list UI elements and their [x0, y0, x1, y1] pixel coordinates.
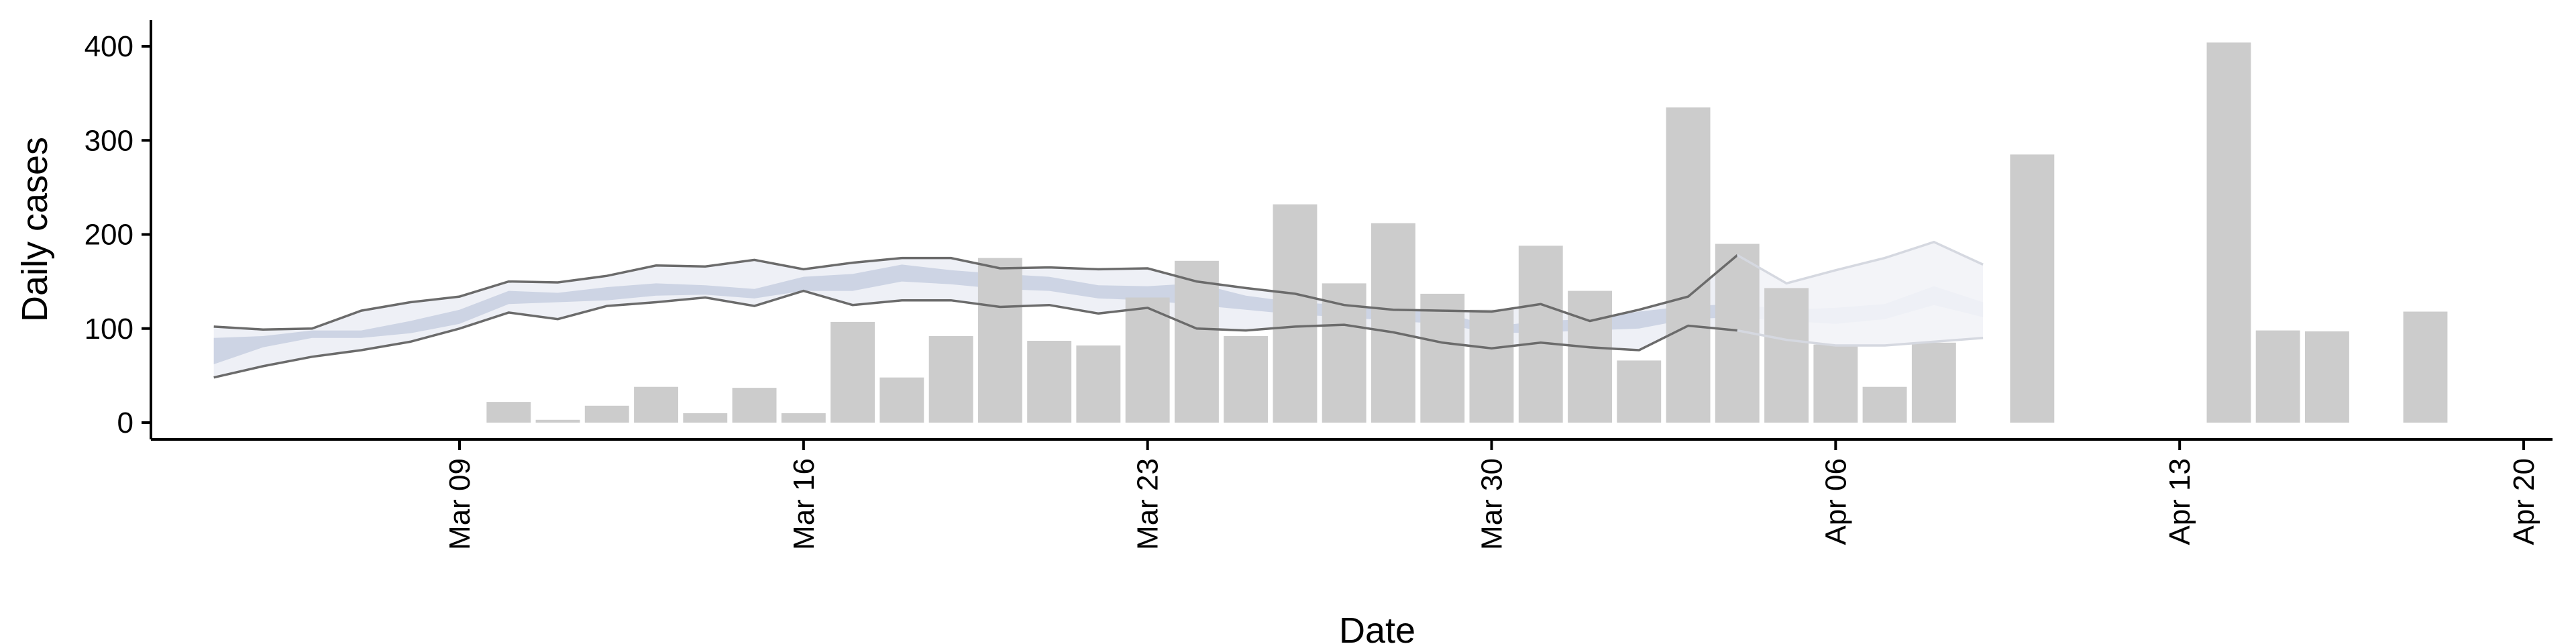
- bar-2020-03-15: [732, 388, 777, 423]
- bar-2020-03-19: [928, 336, 973, 423]
- y-tick-label-100: 100: [85, 313, 133, 345]
- y-tick-label-200: 200: [85, 219, 133, 252]
- outer-band: [213, 255, 1737, 378]
- bar-2020-03-23: [1125, 297, 1170, 423]
- bar-2020-04-10: [2010, 154, 2055, 423]
- bar-2020-03-21: [1027, 341, 1072, 423]
- y-tick-label-400: 400: [85, 30, 133, 63]
- bar-2020-03-16: [781, 413, 826, 423]
- bar-2020-04-01: [1568, 290, 1612, 423]
- bar-2020-04-05: [1764, 288, 1809, 423]
- x-tick-label-mar-23: Mar 23: [1132, 458, 1165, 550]
- axes: 0 100 200 300 400 Mar 09 Mar 16 Mar 23 Mar 30 Apr…: [85, 20, 2553, 550]
- bar-2020-03-20: [977, 258, 1022, 423]
- x-tick-label-apr-06: Apr 06: [1819, 458, 1852, 545]
- x-tick-label-mar-16: Mar 16: [788, 458, 820, 550]
- bar-2020-03-11: [535, 419, 580, 423]
- bar-2020-03-30: [1469, 309, 1514, 423]
- bar-2020-03-14: [683, 413, 728, 423]
- x-tick-label-apr-13: Apr 13: [2163, 458, 2196, 545]
- bar-2020-03-10: [486, 402, 531, 423]
- bar-2020-04-06: [1813, 344, 1858, 423]
- inner-band: [213, 264, 1737, 364]
- lower-bound-line: [213, 289, 1737, 379]
- x-axis-title: Date: [1339, 610, 1415, 644]
- bar-2020-04-15: [2255, 330, 2300, 423]
- forecast-upper-line: [1736, 240, 1984, 285]
- bar-2020-04-08: [1911, 342, 1956, 423]
- bar-2020-04-14: [2206, 42, 2251, 423]
- forecast-lower-line: [1737, 329, 1984, 347]
- y-tick-label-0: 0: [117, 407, 133, 439]
- bar-2020-04-03: [1666, 107, 1711, 423]
- bar-2020-04-18: [2403, 311, 2448, 423]
- bar-2020-03-26: [1273, 204, 1318, 423]
- y-tick-label-300: 300: [85, 124, 133, 157]
- bar-2020-03-13: [634, 386, 678, 423]
- daily-case-bars: [486, 42, 2448, 423]
- bar-2020-03-28: [1371, 223, 1415, 423]
- bar-2020-04-07: [1862, 386, 1907, 423]
- upper-bound-line: [213, 254, 1738, 331]
- bar-2020-03-29: [1420, 293, 1465, 423]
- bar-2020-03-25: [1224, 336, 1269, 423]
- bar-2020-03-18: [879, 377, 924, 423]
- bar-2020-04-02: [1617, 360, 1662, 423]
- bar-2020-03-31: [1518, 246, 1563, 423]
- model-bound-lines: [213, 240, 1984, 379]
- x-tick-label-apr-20: Apr 20: [2508, 458, 2540, 545]
- y-axis-title: Daily cases: [15, 137, 55, 322]
- bar-2020-03-17: [830, 321, 875, 423]
- bar-2020-03-22: [1076, 345, 1121, 423]
- bar-2020-03-12: [584, 405, 629, 423]
- x-tick-label-mar-30: Mar 30: [1476, 458, 1509, 550]
- x-tick-label-mar-09: Mar 09: [443, 458, 476, 550]
- bar-2020-04-16: [2305, 331, 2349, 423]
- bar-2020-03-24: [1175, 260, 1219, 423]
